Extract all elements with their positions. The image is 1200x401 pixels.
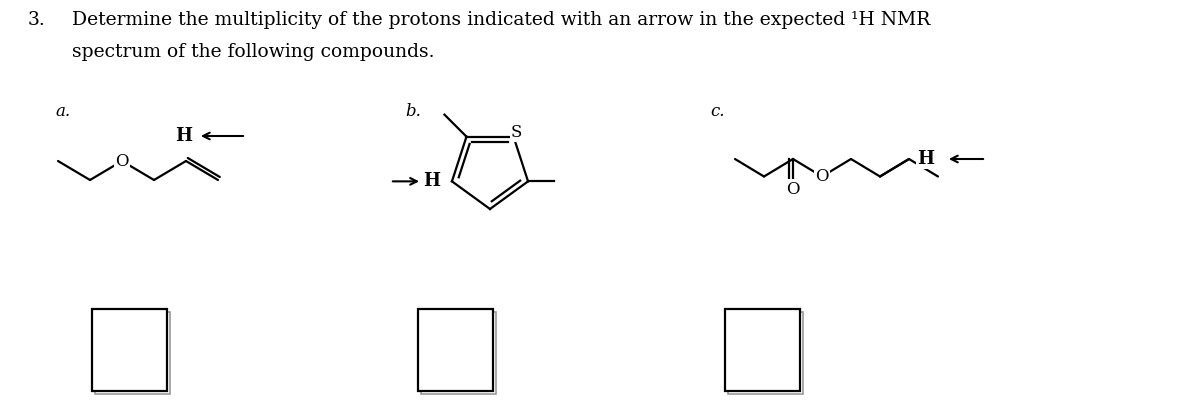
Bar xyxy=(95,312,169,393)
Text: c.: c. xyxy=(710,103,725,120)
Bar xyxy=(418,309,493,391)
Bar xyxy=(92,309,167,391)
Bar xyxy=(420,312,496,393)
Text: H: H xyxy=(175,127,192,145)
Text: H: H xyxy=(424,172,440,190)
Text: b.: b. xyxy=(406,103,421,120)
Text: O: O xyxy=(786,180,799,198)
Bar xyxy=(725,309,800,391)
Bar xyxy=(727,312,803,393)
Text: a.: a. xyxy=(55,103,70,120)
Text: H: H xyxy=(917,150,934,168)
Text: O: O xyxy=(115,152,128,170)
Text: spectrum of the following compounds.: spectrum of the following compounds. xyxy=(72,43,434,61)
Text: Determine the multiplicity of the protons indicated with an arrow in the expecte: Determine the multiplicity of the proton… xyxy=(72,11,930,29)
Text: O: O xyxy=(815,168,829,185)
Text: 3.: 3. xyxy=(28,11,46,29)
Text: S: S xyxy=(511,124,522,141)
